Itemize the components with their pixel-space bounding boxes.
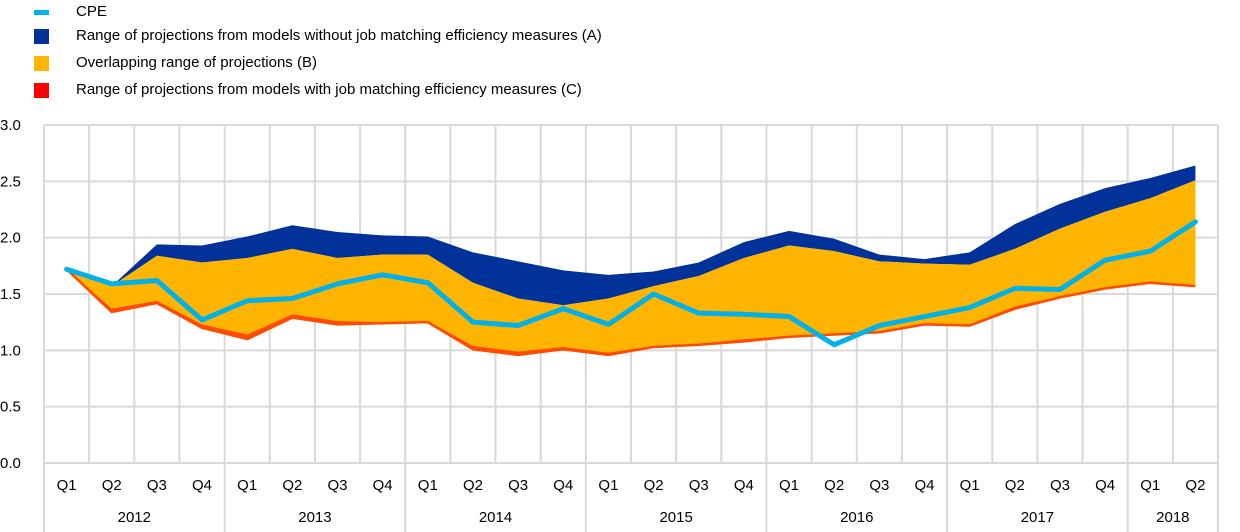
x-tick-label-quarter: Q2 <box>644 477 664 494</box>
y-axis: 0.0 0.5 1.0 1.5 2.0 2.5 3.0 <box>0 117 21 472</box>
y-tick-label: 1.5 <box>0 286 21 303</box>
x-tick-label-year: 2017 <box>1021 509 1054 526</box>
x-tick-label-quarter: Q3 <box>147 477 167 494</box>
legend-swatch-range-c <box>34 83 49 98</box>
x-tick-label-year: 2016 <box>840 509 873 526</box>
x-tick-label-quarter: Q4 <box>192 477 212 494</box>
x-tick-label-year: 2015 <box>659 509 692 526</box>
x-tick-label-quarter: Q1 <box>1140 477 1160 494</box>
x-tick-label-quarter: Q2 <box>463 477 483 494</box>
x-tick-label-quarter: Q2 <box>282 477 302 494</box>
x-tick-label-quarter: Q4 <box>373 477 393 494</box>
x-tick-label-quarter: Q1 <box>57 477 77 494</box>
y-tick-label: 1.0 <box>0 342 21 359</box>
range-b-area <box>66 180 1196 353</box>
x-tick-label-quarter: Q3 <box>869 477 889 494</box>
legend-swatch-cpe <box>34 10 49 15</box>
y-tick-label: 2.5 <box>0 173 21 190</box>
range-a-area <box>66 165 1196 306</box>
series-lines <box>64 219 1198 348</box>
x-tick-label-quarter: Q3 <box>327 477 347 494</box>
x-tick-label-quarter: Q3 <box>1050 477 1070 494</box>
x-tick-label-quarter: Q2 <box>1005 477 1025 494</box>
x-tick-label-quarter: Q3 <box>689 477 709 494</box>
x-tick-label-year: 2014 <box>479 509 512 526</box>
x-tick-label-quarter: Q4 <box>1095 477 1115 494</box>
range-c-lower-edge <box>65 268 1196 357</box>
x-tick-label-quarter: Q1 <box>779 477 799 494</box>
legend-label-range-b: Overlapping range of projections (B) <box>76 54 317 71</box>
x-tick-label-quarter: Q2 <box>824 477 844 494</box>
y-tick-label: 2.0 <box>0 230 21 247</box>
cpe-line <box>64 219 1198 348</box>
x-tick-label-year: 2018 <box>1156 509 1189 526</box>
x-axis: Q1 Q2 Q3 Q4 Q1 Q2 Q3 Q4 Q1 Q2 Q3 Q4 Q1 Q2 Q3 Q4 Q1 Q2 Q3 Q4… <box>57 477 1206 526</box>
x-tick-label-quarter: Q1 <box>598 477 618 494</box>
x-tick-label-quarter: Q2 <box>102 477 122 494</box>
x-tick-label-quarter: Q1 <box>418 477 438 494</box>
legend-label-range-a: Range of projections from models without… <box>76 27 602 44</box>
x-tick-label-year: 2013 <box>298 509 331 526</box>
x-tick-label-quarter: Q4 <box>553 477 573 494</box>
y-tick-label: 0.0 <box>0 455 21 472</box>
legend-swatch-range-b <box>34 56 49 71</box>
x-tick-label-quarter: Q1 <box>237 477 257 494</box>
x-tick-label-year: 2012 <box>118 509 151 526</box>
x-tick-label-quarter: Q4 <box>734 477 754 494</box>
legend-swatch-range-a <box>34 29 49 44</box>
y-tick-label: 3.0 <box>0 117 21 134</box>
legend-label-range-c: Range of projections from models with jo… <box>76 81 582 98</box>
x-tick-label-quarter: Q3 <box>508 477 528 494</box>
range-areas <box>65 165 1196 357</box>
legend-label-cpe: CPE <box>76 3 107 20</box>
x-tick-label-quarter: Q4 <box>914 477 934 494</box>
x-tick-label-quarter: Q1 <box>960 477 980 494</box>
x-tick-label-quarter: Q2 <box>1185 477 1205 494</box>
y-tick-label: 0.5 <box>0 399 21 416</box>
